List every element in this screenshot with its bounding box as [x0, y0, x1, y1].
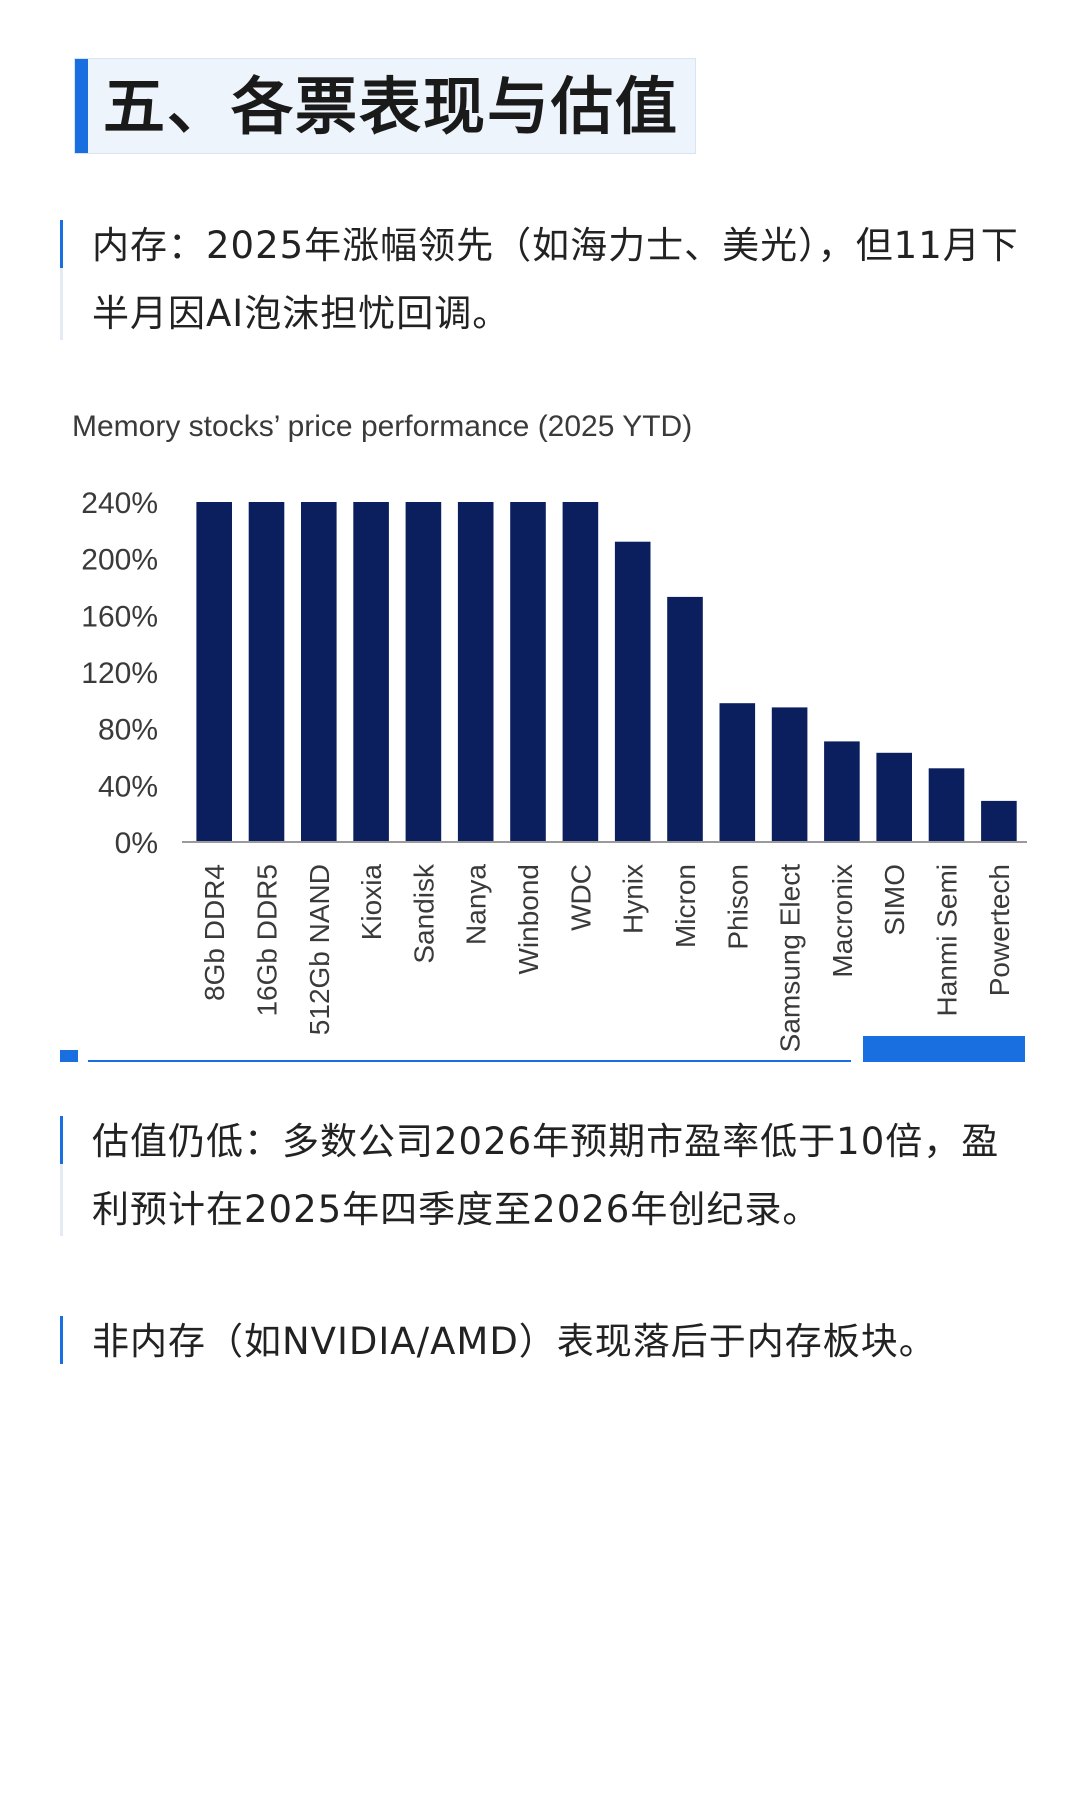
paragraph-non-memory: 非内存（如NVIDIA/AMD）表现落后于内存板块。	[60, 1308, 1030, 1376]
x-tick-label: Powertech	[984, 864, 1015, 996]
x-tick-label: Macronix	[827, 864, 858, 978]
x-tick-label: WDC	[565, 864, 596, 931]
x-tick-label: Winbond	[513, 864, 544, 975]
x-axis-labels: 8Gb DDR4 16Gb DDR5 512Gb NAND Kioxia Sandisk…	[199, 863, 1015, 1052]
bar	[248, 502, 285, 842]
memory-stocks-chart: Memory stocks’ price performance (2025 Y…	[60, 382, 1035, 1072]
bar	[353, 502, 389, 842]
header-accent-bar	[75, 59, 88, 153]
bar	[876, 752, 912, 843]
bar	[457, 502, 494, 842]
y-tick-label: 0%	[115, 827, 158, 860]
bar	[981, 800, 1017, 842]
paragraph-text: 估值仍低：多数公司2026年预期市盈率低于10倍，盈利预计在2025年四季度至2…	[92, 1120, 1000, 1231]
paragraph-text: 非内存（如NVIDIA/AMD）表现落后于内存板块。	[92, 1320, 937, 1363]
y-tick-label: 80%	[98, 714, 158, 747]
bar	[719, 703, 756, 842]
y-tick-label: 200%	[81, 544, 158, 577]
section-header: 五、各票表现与估值	[74, 58, 696, 154]
paragraph-accent	[60, 1316, 63, 1364]
bar	[928, 768, 965, 842]
paragraph-accent	[60, 220, 63, 268]
y-tick-label: 120%	[81, 657, 158, 690]
chart-svg: Memory stocks’ price performance (2025 Y…	[72, 410, 1027, 1052]
section-title: 五、各票表现与估值	[103, 70, 680, 143]
paragraph-text: 内存：2025年涨幅领先（如海力士、美光），但11月下半月因AI泡沫担忧回调。	[92, 224, 1019, 335]
x-tick-label: Hanmi Semi	[932, 864, 963, 1016]
x-tick-label: SIMO	[879, 864, 910, 936]
x-tick-label: 512Gb NAND	[304, 864, 335, 1035]
bar	[510, 502, 546, 842]
x-tick-label: Samsung Elect	[775, 864, 806, 1053]
divider-square	[60, 1050, 78, 1062]
chart-title: Memory stocks’ price performance (2025 Y…	[72, 410, 692, 443]
divider-block	[863, 1036, 1025, 1062]
paragraph-valuation: 估值仍低：多数公司2026年预期市盈率低于10倍，盈利预计在2025年四季度至2…	[60, 1108, 1030, 1244]
bar	[667, 596, 703, 842]
y-tick-label: 160%	[81, 600, 158, 633]
x-tick-label: Sandisk	[408, 863, 439, 964]
x-tick-label: Kioxia	[356, 864, 387, 941]
x-tick-label: 16Gb DDR5	[251, 864, 282, 1017]
x-tick-label: Micron	[670, 864, 701, 948]
paragraph-accent	[60, 1116, 63, 1164]
paragraph-accent-fade	[60, 268, 63, 340]
paragraph-memory: 内存：2025年涨幅领先（如海力士、美光），但11月下半月因AI泡沫担忧回调。	[60, 212, 1030, 348]
bar	[196, 502, 232, 842]
bar	[562, 502, 599, 842]
y-tick-label: 240%	[81, 487, 158, 520]
x-tick-label: Phison	[722, 864, 753, 950]
x-tick-label: Nanya	[461, 864, 492, 945]
divider-line	[88, 1060, 851, 1062]
y-axis: 0% 40% 80% 120% 160% 200% 240%	[81, 487, 158, 860]
bar	[405, 502, 442, 842]
paragraph-accent-fade	[60, 1164, 63, 1236]
bar	[824, 741, 860, 842]
x-tick-label: 8Gb DDR4	[199, 864, 230, 1001]
bars	[196, 502, 1017, 843]
bar	[771, 707, 808, 842]
bar	[301, 502, 337, 842]
x-tick-label: Hynix	[618, 864, 649, 934]
bar	[614, 541, 651, 842]
y-tick-label: 40%	[98, 770, 158, 803]
